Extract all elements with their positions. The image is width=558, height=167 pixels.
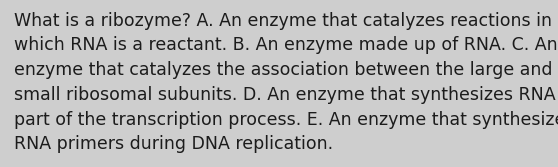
Text: part of the transcription process. E. An enzyme that synthesizes: part of the transcription process. E. An…	[14, 111, 558, 129]
Text: small ribosomal subunits. D. An enzyme that synthesizes RNA as: small ribosomal subunits. D. An enzyme t…	[14, 86, 558, 104]
Text: enzyme that catalyzes the association between the large and: enzyme that catalyzes the association be…	[14, 61, 552, 79]
Text: RNA primers during DNA replication.: RNA primers during DNA replication.	[14, 135, 333, 153]
Text: which RNA is a reactant. B. An enzyme made up of RNA. C. An: which RNA is a reactant. B. An enzyme ma…	[14, 36, 557, 54]
Text: What is a ribozyme? A. An enzyme that catalyzes reactions in: What is a ribozyme? A. An enzyme that ca…	[14, 12, 552, 30]
